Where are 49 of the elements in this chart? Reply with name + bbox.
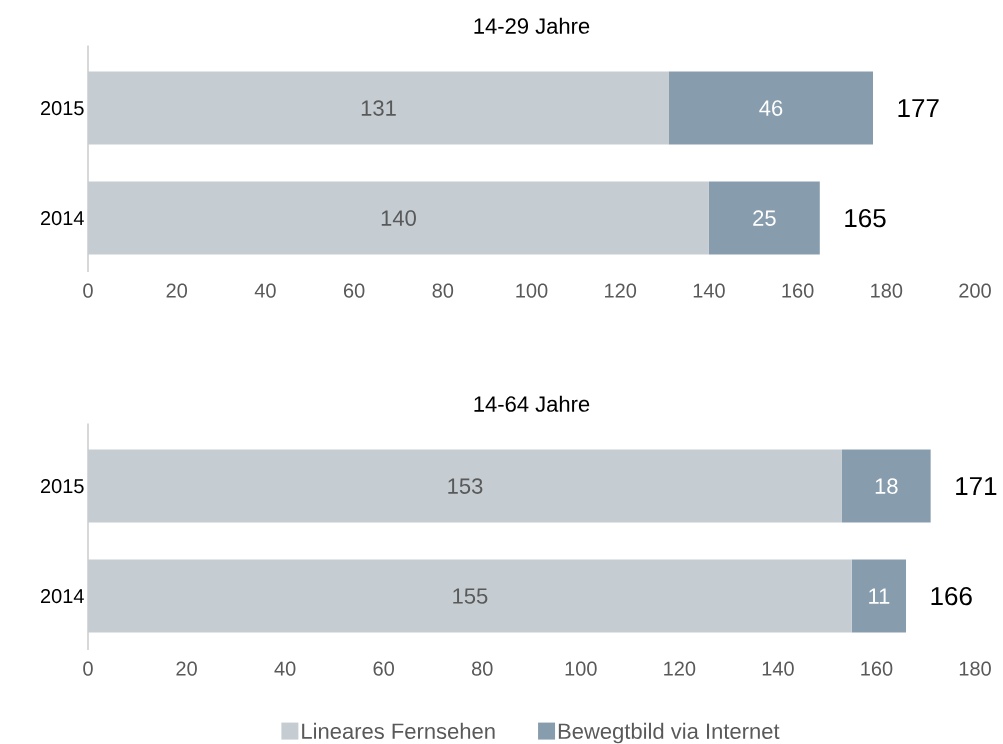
x-tick-label: 40 (254, 283, 276, 298)
x-tick-label: 80 (432, 283, 454, 298)
y-tick-label: 2015 (40, 100, 84, 116)
x-tick-label: 140 (693, 283, 725, 298)
x-tick-label: 20 (176, 661, 197, 676)
legend-label: Bewegtbild via Internet (558, 722, 780, 744)
bar (88, 181, 709, 255)
x-tick-label: 180 (959, 661, 991, 676)
total-label: 177 (898, 99, 939, 117)
chart-title: 14-64 Jahre (474, 395, 590, 412)
total-label: 171 (956, 477, 997, 495)
data-label: 18 (875, 478, 898, 494)
x-tick-label: 180 (871, 283, 903, 298)
x-tick-label: 160 (861, 661, 893, 676)
x-tick-label: 120 (605, 283, 637, 298)
bar (708, 181, 820, 255)
y-tick-label: 2015 (40, 478, 84, 494)
legend-label: Lineares Fernsehen (302, 722, 495, 739)
x-tick-label: 0 (83, 283, 93, 298)
data-label: 153 (448, 478, 483, 494)
bar (88, 559, 852, 633)
x-tick-label: 100 (516, 283, 548, 298)
data-label: 25 (753, 210, 776, 226)
data-label: 11 (869, 588, 890, 604)
x-tick-label: 80 (471, 661, 493, 676)
chart-title: 14-29 Jahre (474, 17, 590, 34)
x-tick-label: 60 (344, 283, 365, 298)
y-tick-label: 2014 (40, 588, 84, 604)
bar (851, 559, 907, 633)
total-label: 165 (845, 208, 886, 228)
x-tick-label: 140 (762, 661, 794, 676)
x-tick-label: 160 (782, 283, 814, 298)
bar (841, 449, 931, 523)
total-label: 166 (931, 586, 972, 606)
x-tick-label: 60 (373, 661, 394, 676)
x-tick-label: 40 (274, 661, 296, 676)
data-label: 46 (759, 100, 783, 116)
data-label: 155 (453, 588, 488, 604)
bar (88, 71, 669, 145)
data-label: 131 (361, 100, 396, 116)
bar (88, 449, 842, 523)
x-tick-label: 20 (166, 283, 188, 298)
y-tick-label: 2014 (40, 210, 84, 226)
x-tick-label: 120 (664, 661, 696, 676)
x-tick-label: 100 (565, 661, 597, 676)
bar (668, 71, 873, 145)
data-label: 140 (381, 210, 416, 226)
x-tick-label: 0 (83, 661, 93, 676)
x-tick-label: 200 (959, 283, 991, 298)
